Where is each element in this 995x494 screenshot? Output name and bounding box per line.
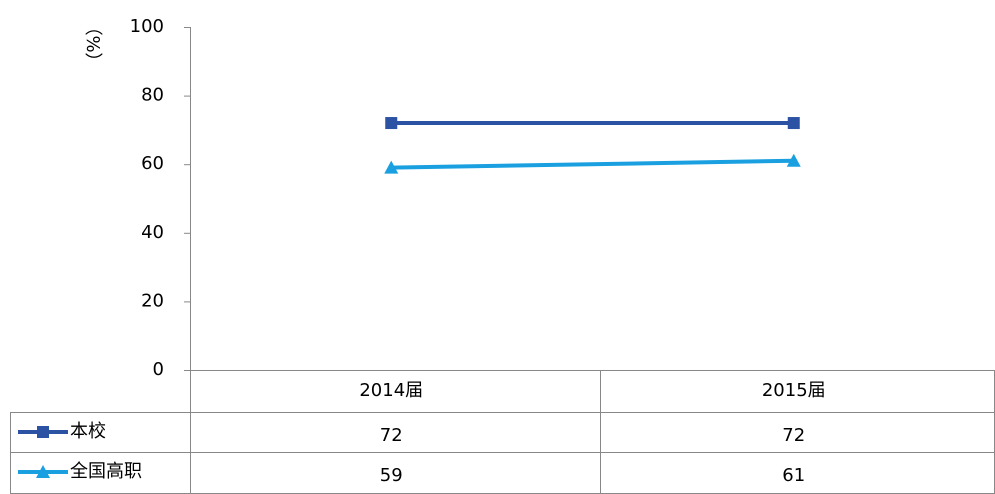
y-tick-label: 0 [153, 359, 164, 380]
marker [36, 465, 50, 478]
marker [384, 160, 399, 174]
y-tick-label: 20 [141, 290, 164, 311]
legend-label: 本校 [70, 421, 106, 442]
y-tick-label: 100 [130, 16, 164, 37]
series-line [391, 158, 794, 170]
table-value: 72 [782, 425, 805, 446]
x-tick-label: 2015届 [762, 380, 826, 401]
marker [37, 426, 49, 438]
y-tick-label: 40 [141, 222, 164, 243]
legend-label: 全国高职 [70, 461, 142, 482]
x-tick-label: 2014届 [359, 380, 423, 401]
table-value: 61 [782, 465, 805, 486]
marker [786, 153, 801, 167]
table-value: 72 [380, 425, 403, 446]
y-axis-label: （%） [82, 17, 103, 70]
y-tick-label: 80 [141, 85, 164, 106]
table-value: 59 [380, 465, 403, 486]
marker [787, 117, 800, 130]
marker [385, 117, 398, 130]
y-tick-label: 60 [141, 153, 164, 174]
